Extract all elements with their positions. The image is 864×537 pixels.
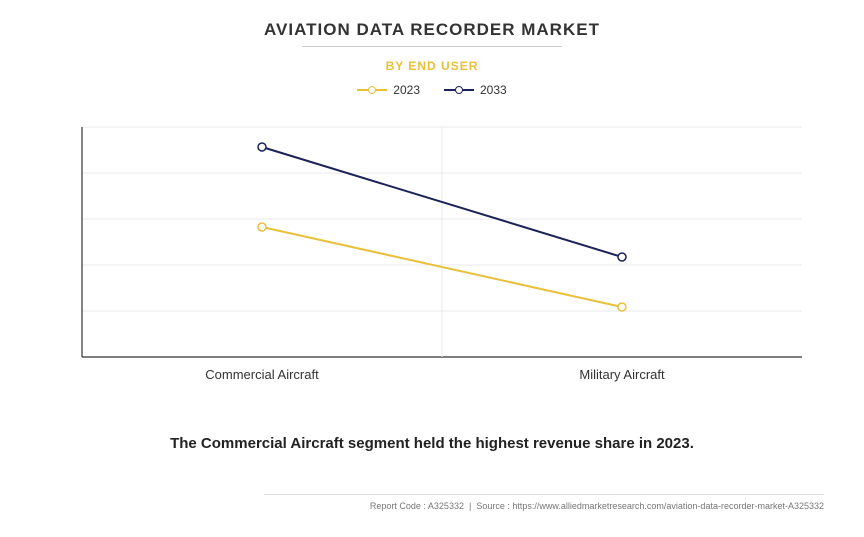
title-underline [302, 46, 562, 47]
report-code-label: Report Code : [370, 501, 426, 511]
source-url: https://www.alliedmarketresearch.com/avi… [512, 501, 824, 511]
legend-item-2033: 2033 [444, 83, 507, 97]
svg-text:Military Aircraft: Military Aircraft [579, 367, 665, 382]
footer: Report Code : A325332 | Source : https:/… [264, 494, 824, 511]
page-title: AVIATION DATA RECORDER MARKET [40, 20, 824, 40]
legend-marker-2033 [444, 85, 474, 95]
chart-subtitle: BY END USER [40, 59, 824, 73]
chart-caption: The Commercial Aircraft segment held the… [40, 435, 824, 452]
legend-label-2033: 2033 [480, 83, 507, 97]
legend: 2023 2033 [40, 83, 824, 97]
legend-circle-2023 [368, 86, 376, 94]
legend-label-2023: 2023 [393, 83, 420, 97]
svg-text:Commercial Aircraft: Commercial Aircraft [205, 367, 319, 382]
chart-area: Commercial Aircraft Military Aircraft [52, 117, 812, 397]
source-label: Source : [476, 501, 510, 511]
chart-container: AVIATION DATA RECORDER MARKET BY END USE… [0, 0, 864, 537]
legend-item-2023: 2023 [357, 83, 420, 97]
legend-circle-2033 [455, 86, 463, 94]
report-code: A325332 [428, 501, 464, 511]
legend-marker-2023 [357, 85, 387, 95]
chart-svg: Commercial Aircraft Military Aircraft [52, 117, 812, 397]
